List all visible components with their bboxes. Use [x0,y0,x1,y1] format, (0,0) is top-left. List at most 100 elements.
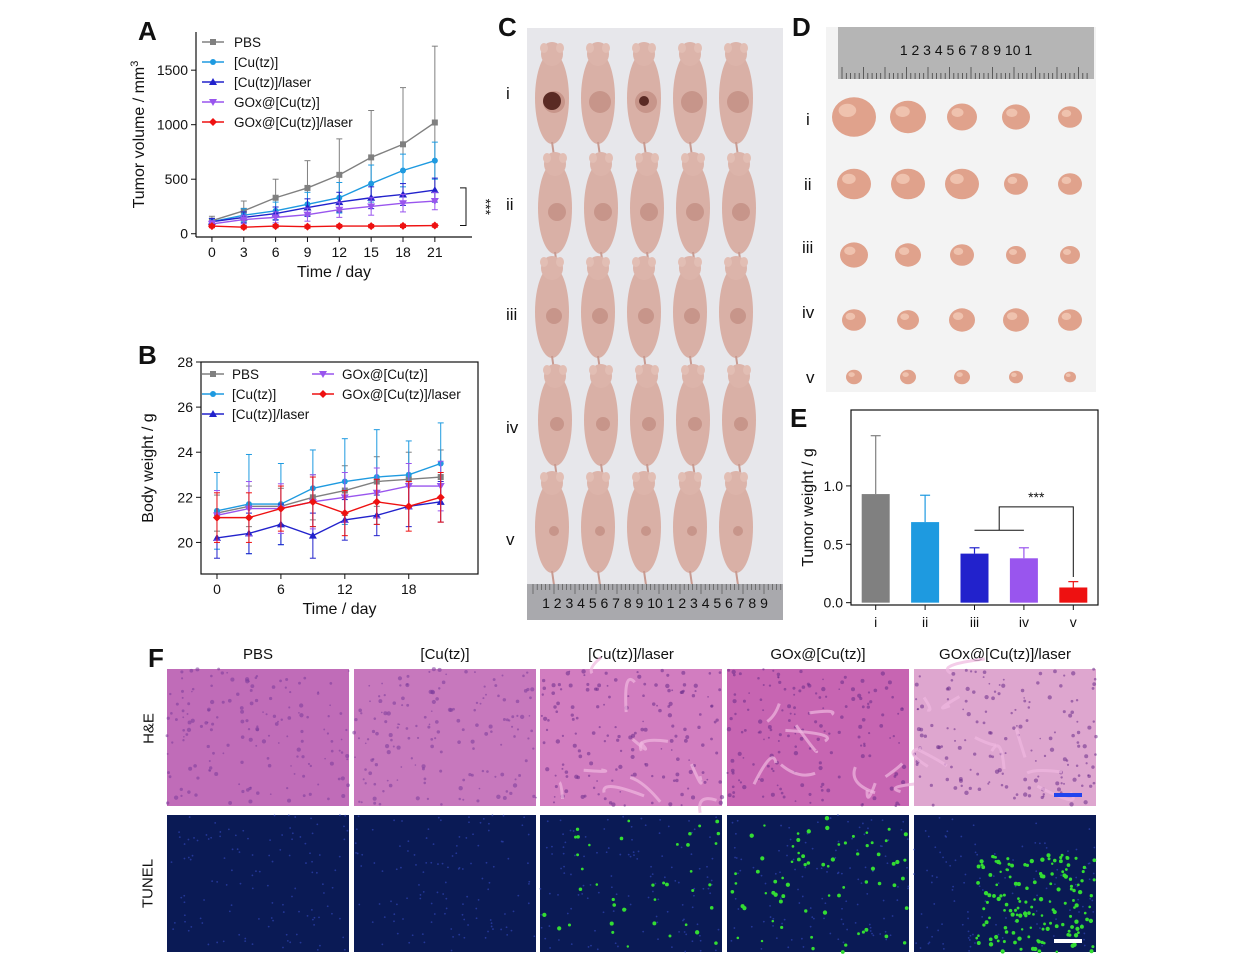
nucleus [565,671,571,676]
nucleus [964,790,969,796]
nucleus [431,667,436,672]
ruler-digits: 1 2 3 4 5 6 7 8 9 10 1 [900,42,1033,58]
nucleus [551,683,556,688]
nucleus [182,728,185,732]
dapi-nucleus [934,846,937,849]
nucleus [968,786,972,790]
nucleus [572,743,577,748]
dapi-nucleus [299,941,302,944]
x-axis-title: Time / day [297,264,371,281]
dapi-nucleus [338,855,341,858]
apoptotic-cell [780,925,784,930]
excised-tumor [891,168,925,200]
nucleus [256,791,260,795]
nucleus [969,670,973,673]
nucleus [769,728,773,732]
dapi-nucleus [960,855,962,858]
nucleus [323,728,326,731]
dapi-nucleus [951,818,954,821]
nucleus [613,678,618,682]
nucleus [682,689,685,693]
dapi-nucleus [406,897,408,900]
tumor-highlight [1063,249,1071,255]
nucleus [914,682,919,687]
legend-label-Cu_tz_laser: [Cu(tz)]/laser [234,75,312,90]
bar-ii [911,522,940,603]
dapi-nucleus [318,854,321,856]
dapi-nucleus [733,846,736,849]
apoptotic-cell [876,852,881,857]
dapi-nucleus [234,834,237,837]
nucleus [615,768,618,771]
nucleus [510,725,514,728]
data-point [404,502,413,511]
dapi-nucleus [659,818,662,821]
apoptotic-cell [675,842,679,846]
nucleus [668,701,673,706]
nucleus [182,716,185,719]
dapi-nucleus [564,841,567,844]
mouse [719,256,753,371]
dapi-nucleus [570,873,572,876]
nucleus [364,782,367,785]
nucleus [740,730,744,734]
dapi-nucleus [935,876,938,879]
apoptotic-cell [887,827,891,831]
dapi-nucleus [612,910,615,913]
apoptotic-cell [1064,868,1068,871]
dapi-nucleus [896,899,899,902]
nucleus [249,701,254,706]
nucleus [781,709,784,712]
mouse-ear [681,153,689,163]
dapi-nucleus [651,873,654,875]
dapi-nucleus [788,826,791,829]
series-line [216,485,441,517]
nucleus [884,686,889,690]
dapi-nucleus [802,946,805,948]
nucleus [250,684,255,689]
nucleus [984,694,989,700]
data-point [244,513,253,522]
nucleus [437,667,442,672]
nucleus [236,692,240,696]
dapi-nucleus [883,917,885,920]
dapi-nucleus [258,870,261,873]
nucleus [288,706,291,709]
nucleus [793,713,796,716]
y-axis-title: Body weight / g [140,413,157,522]
dapi-nucleus [291,895,293,898]
mouse-ear [559,153,567,163]
nucleus [595,687,600,691]
dapi-nucleus [238,851,241,854]
nucleus [458,786,463,791]
nucleus [762,668,765,671]
tumor-mass [1058,173,1082,195]
nucleus [944,756,949,760]
nucleus [561,734,565,738]
dapi-nucleus [1060,874,1063,877]
nucleus [587,774,591,777]
dapi-nucleus [631,838,633,841]
nucleus [261,739,267,744]
dapi-nucleus [170,861,173,864]
tumor-row-label-ii: ii [804,175,812,194]
dapi-nucleus [487,829,490,832]
dapi-nucleus [654,882,657,885]
dapi-nucleus [702,887,705,890]
excised-tumor [950,244,974,266]
mouse-tail [689,570,693,586]
panel-label-c: C [498,12,517,42]
apoptotic-cell [844,943,848,947]
dapi-nucleus [881,819,884,822]
dapi-nucleus [430,861,433,864]
nucleus [249,786,252,789]
nucleus [672,779,676,782]
apoptotic-cell [992,894,996,898]
nucleus [187,720,192,725]
dapi-nucleus [610,875,613,877]
legend-marker [209,78,217,85]
dapi-nucleus [691,906,694,909]
apoptotic-cell [985,900,989,904]
nucleus [384,720,388,724]
excised-tumor [947,103,977,131]
